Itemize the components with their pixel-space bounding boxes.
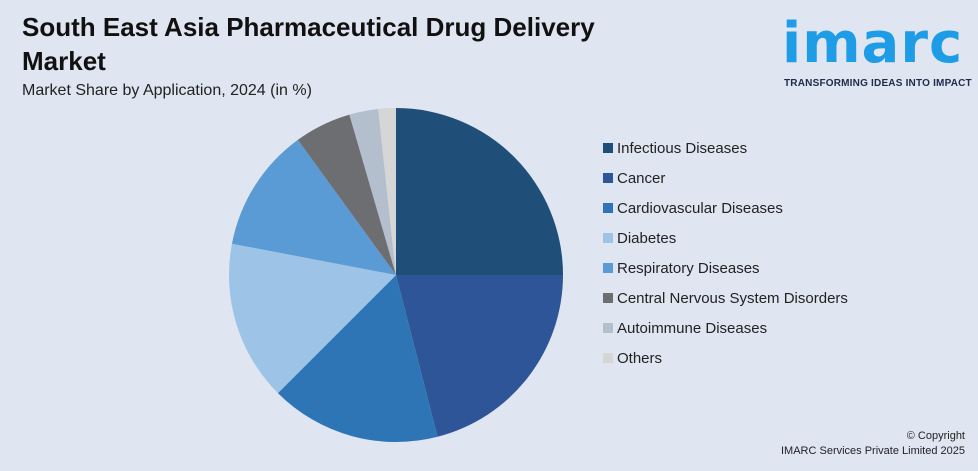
legend-swatch — [603, 263, 613, 273]
legend-swatch — [603, 173, 613, 183]
pie-chart — [229, 108, 563, 442]
legend-swatch — [603, 293, 613, 303]
legend-label: Autoimmune Diseases — [617, 319, 768, 337]
pie-slice-infectious-diseases — [396, 108, 563, 275]
legend-item: Diabetes — [603, 219, 848, 257]
legend-item: Infectious Diseases — [603, 129, 848, 167]
legend-item: Autoimmune Diseases — [603, 309, 848, 347]
copyright-notice: © Copyright IMARC Services Private Limit… — [781, 429, 965, 459]
legend-label: Cardiovascular Diseases — [617, 199, 783, 217]
pie-slice-diabetes — [229, 243, 396, 394]
legend-label: Respiratory Diseases — [617, 259, 760, 277]
legend-item: Others — [603, 339, 848, 377]
pie-slice-others — [378, 108, 396, 275]
legend-swatch — [603, 233, 613, 243]
logo-tagline: TRANSFORMING IDEAS INTO IMPACT — [784, 78, 972, 89]
legend-label: Others — [617, 349, 663, 367]
legend-item: Cancer — [603, 159, 848, 197]
copyright-owner: IMARC Services Private Limited 2025 — [780, 445, 965, 457]
legend-item: Cardiovascular Diseases — [603, 189, 848, 227]
pie-slice-cardiovascular-diseases — [277, 275, 438, 442]
logo-wordmark: imarc — [782, 11, 964, 76]
legend-swatch — [603, 353, 613, 363]
legend-item: Central Nervous System Disorders — [603, 279, 848, 317]
chart-title: South East Asia Pharmaceutical Drug Deli… — [22, 12, 595, 76]
legend-label: Cancer — [617, 169, 666, 187]
legend-label: Diabetes — [617, 229, 677, 247]
pie-slice-autoimmune-diseases — [349, 108, 396, 275]
imarc-logo: imarc TRANSFORMING IDEAS INTO IMPACT — [782, 10, 972, 92]
chart-subtitle: Market Share by Application, 2024 (in %) — [22, 82, 312, 99]
legend-swatch — [603, 323, 613, 333]
chart-legend: Infectious Diseases Cancer Cardiovascular … — [603, 129, 848, 377]
pie-slice-respiratory-diseases — [231, 139, 396, 275]
copyright-line: © Copyright — [906, 430, 965, 442]
legend-label: Infectious Diseases — [617, 139, 748, 157]
legend-label: Central Nervous System Disorders — [617, 289, 848, 307]
pie-slice-central-nervous-system-disorders — [297, 114, 396, 275]
legend-swatch — [603, 203, 613, 213]
pie-slice-cancer — [396, 275, 563, 437]
legend-item: Respiratory Diseases — [603, 249, 848, 287]
legend-swatch — [603, 143, 613, 153]
